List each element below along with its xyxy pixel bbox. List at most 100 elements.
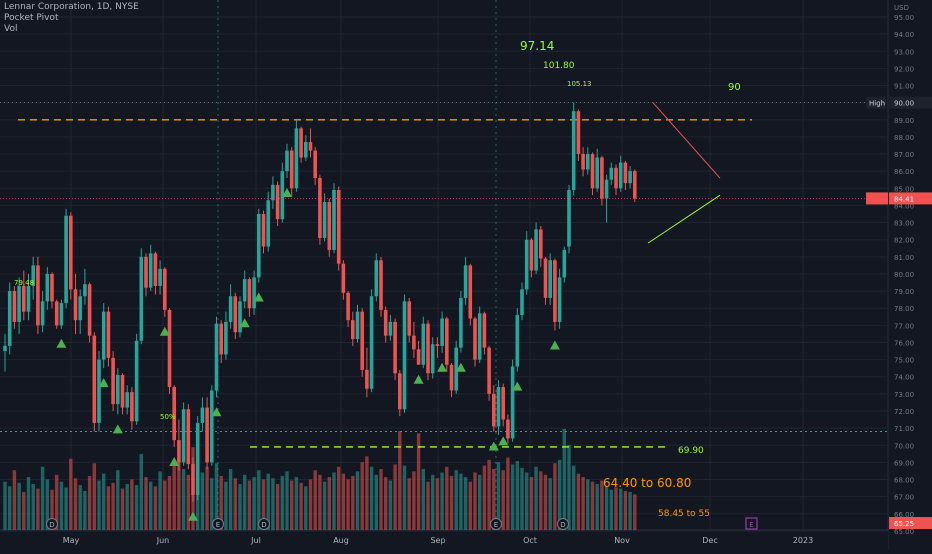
candle-body <box>571 111 576 191</box>
volume-bar <box>379 469 383 530</box>
volume-bar <box>139 454 143 530</box>
volume-bar <box>261 479 266 530</box>
candle-body <box>195 422 200 495</box>
candle-body <box>12 291 17 322</box>
candle-body <box>388 321 393 336</box>
volume-bar <box>26 477 31 530</box>
volume-bar <box>355 471 360 530</box>
candle-body <box>111 357 115 405</box>
volume-bar <box>308 479 313 530</box>
volume-bar <box>130 479 134 530</box>
x-tick-label: Nov <box>614 536 630 545</box>
volume-bar <box>172 464 176 530</box>
candle-body <box>50 273 54 302</box>
pocket-pivot-marker <box>112 424 123 434</box>
candle-body <box>449 364 454 391</box>
candle-body <box>586 154 590 170</box>
candle-body <box>430 344 435 374</box>
event-marker <box>258 518 270 530</box>
y-tick-label: 81.00 <box>894 254 914 262</box>
volume-bar <box>412 471 416 530</box>
volume-bar <box>181 469 186 530</box>
volume-bar <box>8 486 12 530</box>
chart-legend: Lennar Corporation, 1D, NYSE Pocket Pivo… <box>4 2 139 35</box>
candle-body <box>247 279 252 309</box>
candle-body <box>59 303 64 326</box>
candle-body <box>355 311 360 340</box>
candle-body <box>426 323 430 374</box>
volume-bar <box>543 474 548 530</box>
candle-body <box>492 393 496 427</box>
x-tick-label: 2023 <box>793 536 813 545</box>
x-tick-label: Dec <box>702 536 717 545</box>
y-tick-label: 87.00 <box>894 151 914 159</box>
x-tick-label: May <box>63 536 80 545</box>
candle-body <box>280 171 285 220</box>
candle-body <box>308 142 313 151</box>
plot-background <box>0 0 888 530</box>
pocket-pivot-marker <box>239 318 250 328</box>
high-tag-label: High <box>869 100 885 108</box>
candle-body <box>101 311 106 360</box>
candle-body <box>261 213 266 247</box>
volume-bar <box>78 485 82 530</box>
candle-body <box>454 347 458 391</box>
pocket-pivot-marker <box>498 436 509 446</box>
volume-bar <box>590 481 595 530</box>
y-tick-label: 79.00 <box>894 288 914 296</box>
candle-body <box>618 162 623 189</box>
candle-body <box>191 464 195 495</box>
candle-body <box>463 265 468 298</box>
candle-body <box>205 407 209 463</box>
candle-body <box>214 323 219 391</box>
volume-bar <box>365 456 369 530</box>
candle-body <box>468 265 473 319</box>
candle-body <box>543 258 548 298</box>
left-price-label: 79.48 <box>14 279 34 287</box>
candle-body <box>3 345 7 352</box>
y-tick-label: 74.00 <box>894 374 914 382</box>
candle-body <box>294 128 299 189</box>
bottom-price-bg <box>889 517 932 529</box>
candle-body <box>87 284 92 336</box>
candle-body <box>45 273 50 302</box>
volume-bar <box>290 480 294 530</box>
volume-bar <box>22 492 26 530</box>
volume-bar <box>106 486 111 530</box>
candle-body <box>341 263 346 293</box>
volume-bar <box>73 478 78 530</box>
volume-bar <box>238 484 242 530</box>
volume-bar <box>369 466 374 530</box>
volume-bar <box>501 470 505 530</box>
volume-bar <box>111 482 115 530</box>
volume-bar <box>200 472 205 530</box>
candle-body <box>496 387 501 427</box>
volume-bar <box>496 462 501 530</box>
volume-bar <box>149 481 153 530</box>
y-tick-label: 75.00 <box>894 357 914 365</box>
candle-body <box>22 285 26 312</box>
y-tick-label: 92.00 <box>894 65 914 73</box>
volume-bar <box>214 463 219 530</box>
candle-body <box>398 373 402 410</box>
event-marker-label: D <box>261 521 266 529</box>
volume-bar <box>313 470 317 530</box>
volume-bar <box>520 467 524 530</box>
candle-body <box>393 321 397 374</box>
candle-body <box>365 369 369 389</box>
volume-bar <box>332 472 336 530</box>
volume-bar <box>478 474 482 530</box>
candle-body <box>581 154 585 170</box>
currency-label: USD <box>894 4 909 12</box>
pocket-pivot-marker <box>282 188 292 198</box>
candle-body <box>54 301 59 326</box>
volume-bar <box>228 469 233 530</box>
volume-bar <box>388 480 393 530</box>
volume-bar <box>177 459 181 530</box>
candle-body <box>501 387 505 420</box>
event-marker <box>46 518 58 530</box>
candle-body <box>567 190 571 247</box>
candle-body <box>130 392 134 422</box>
